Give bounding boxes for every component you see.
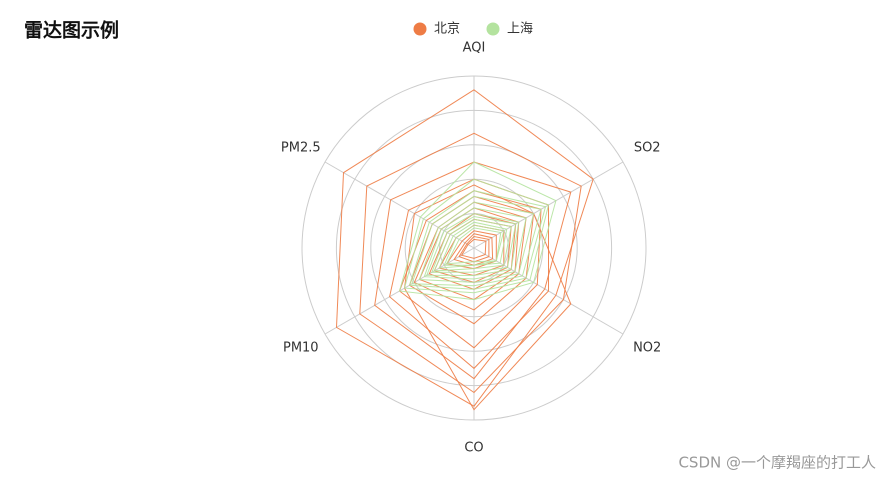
- radar-line: [460, 238, 487, 259]
- axis-line: [324, 161, 475, 249]
- radar-line: [445, 227, 502, 265]
- radar-line: [374, 161, 572, 380]
- indicator-label: PM10: [283, 341, 319, 356]
- radar-line: [403, 178, 550, 294]
- radar-line: [335, 89, 594, 407]
- radar-line: [431, 215, 517, 273]
- radar-line: [408, 190, 547, 290]
- chart-title: 雷达图示例: [24, 19, 119, 42]
- legend-marker: [486, 22, 500, 36]
- radar-line: [398, 161, 557, 301]
- indicator-label: AQI: [463, 41, 486, 56]
- radar-line: [411, 195, 542, 287]
- indicator-label: SO2: [634, 141, 661, 156]
- legend-label: 上海: [507, 22, 533, 37]
- indicator-label: CO: [464, 441, 483, 456]
- indicator-label: NO2: [633, 341, 661, 356]
- radar-line: [359, 132, 582, 394]
- legend-label: 北京: [434, 22, 460, 37]
- radar-line: [423, 207, 527, 280]
- radar-line: [433, 218, 512, 272]
- radar-line: [426, 213, 520, 277]
- radar-line: [418, 201, 535, 283]
- radar-line: [443, 224, 505, 266]
- legend-marker: [413, 22, 427, 36]
- indicator-label: PM2.5: [281, 141, 321, 156]
- watermark: CSDN @一个摩羯座的打工人: [678, 454, 876, 472]
